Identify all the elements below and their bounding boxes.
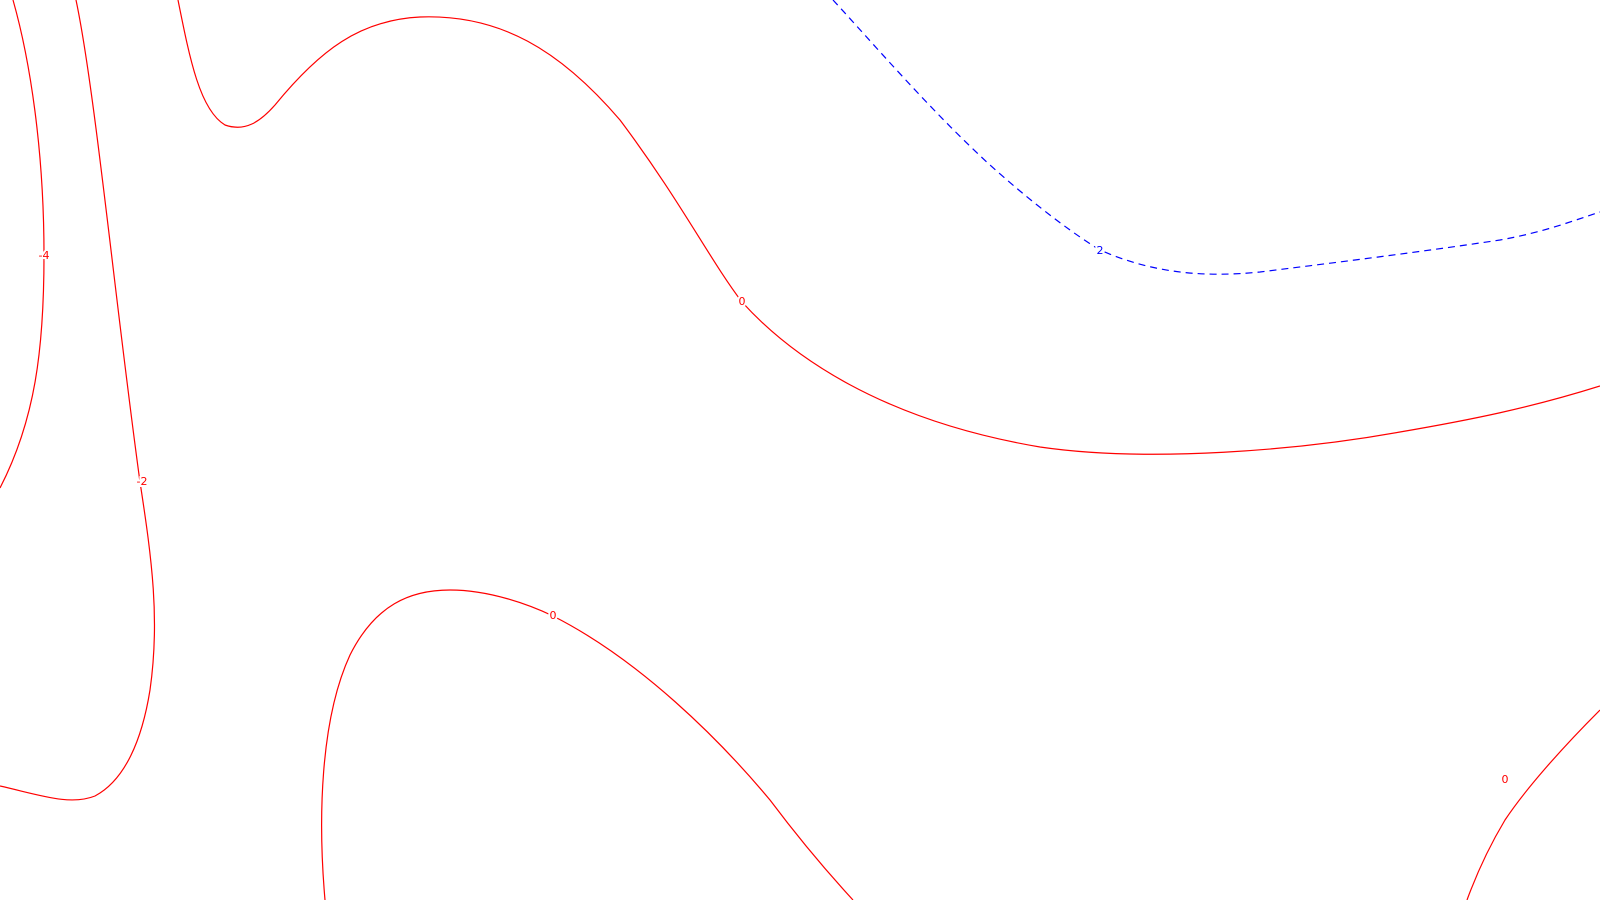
- contour-label-zero-corner: 0: [1502, 773, 1509, 786]
- contour-line-plus2: [832, 0, 1600, 275]
- contour-label-minus2: -2: [137, 475, 148, 488]
- contour-line-minus2: [0, 0, 156, 801]
- contour-line-zero-corner: [1466, 709, 1600, 900]
- contour-label-zero-upper: 0: [739, 295, 746, 308]
- contour-label-minus4: -4: [39, 249, 50, 262]
- contour-line-zero-lower: [321, 589, 854, 900]
- contour-line-zero-upper: [177, 0, 1600, 455]
- contour-line-minus4: [0, 0, 45, 489]
- contour-label-plus2: 2: [1097, 244, 1104, 257]
- contour-label-zero-lower: 0: [550, 609, 557, 622]
